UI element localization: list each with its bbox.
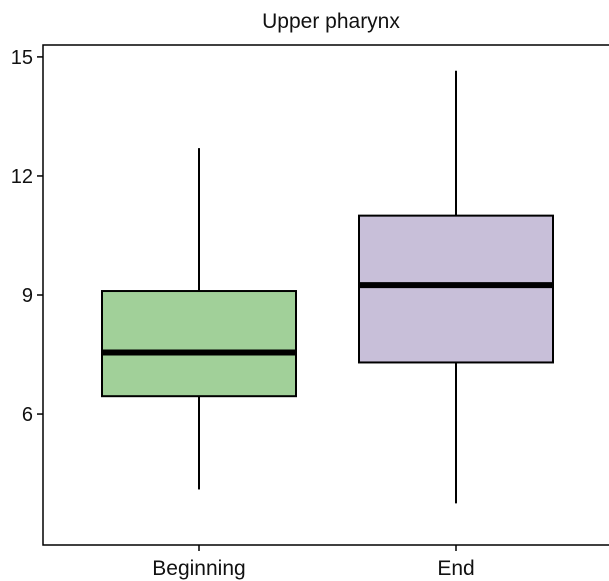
y-tick-label: 6 bbox=[22, 404, 33, 426]
x-tick-label: End bbox=[437, 557, 474, 580]
boxes bbox=[101, 70, 554, 504]
y-tick-label: 15 bbox=[11, 47, 33, 69]
x-tick-label: Beginning bbox=[152, 557, 245, 580]
box-beginning bbox=[101, 148, 297, 490]
y-axis: 6 9 12 15 bbox=[11, 47, 43, 426]
box-body bbox=[358, 214, 554, 364]
x-axis: Beginning End bbox=[152, 545, 475, 580]
box-body bbox=[101, 290, 297, 398]
y-tick-label: 9 bbox=[22, 285, 33, 307]
box-end bbox=[358, 70, 554, 504]
y-tick-label: 12 bbox=[11, 166, 33, 188]
chart-title: Upper pharynx bbox=[262, 10, 400, 33]
